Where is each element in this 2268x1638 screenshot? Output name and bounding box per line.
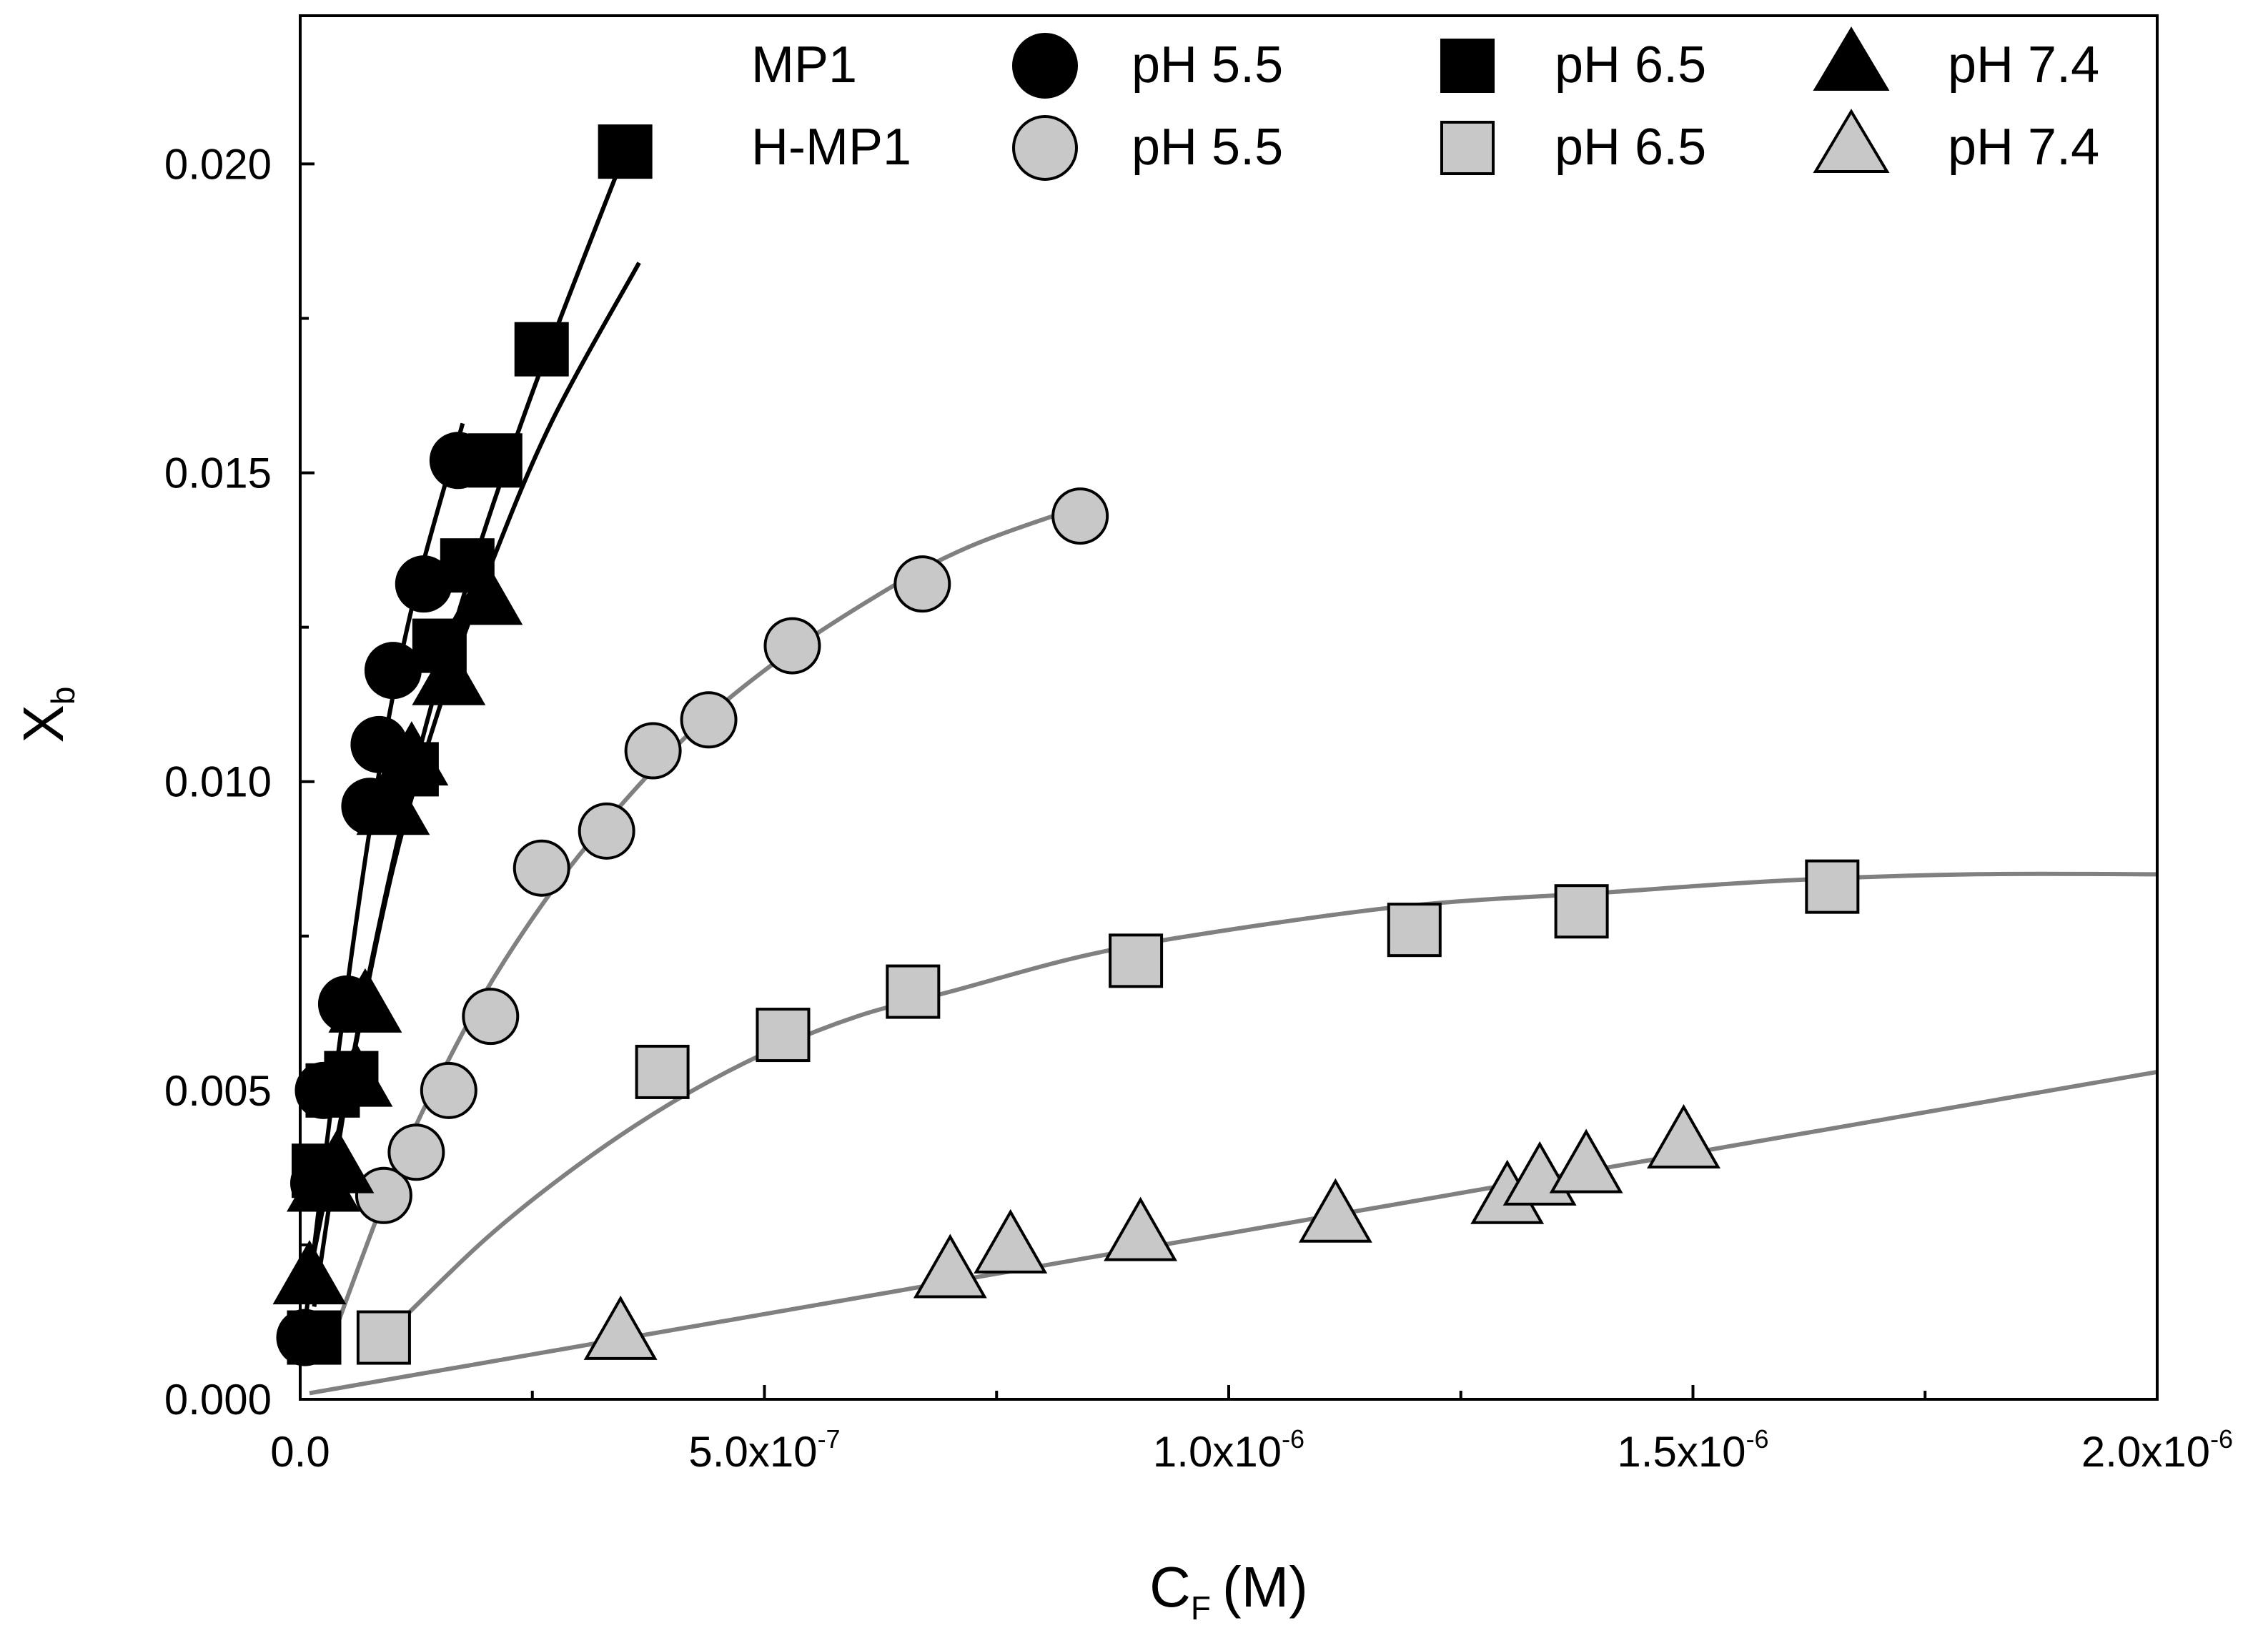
fit-line-h-mp1-ph-7-4 xyxy=(309,1069,2158,1396)
axis-ticks: 0.000 0.005 0.010 0.015 0.020 0.0 5.0x10-7 1.0x… xyxy=(164,140,2233,1476)
point-h-mp1-ph-7-4 xyxy=(974,1208,1048,1274)
x-axis-title-main: C xyxy=(1149,1555,1191,1619)
point-h-mp1-ph-5-5 xyxy=(355,1166,412,1224)
point-h-mp1-ph-7-4 xyxy=(583,1295,658,1360)
point-h-mp1-ph-6-5 xyxy=(1805,859,1860,914)
point-mp1-ph-7-4 xyxy=(412,640,486,705)
point-mp1-ph-5-5 xyxy=(364,642,422,700)
point-h-mp1-ph-5-5 xyxy=(578,802,635,860)
legend-label-hmp1-ph74: pH 7.4 xyxy=(1948,119,2099,176)
point-h-mp1-ph-7-4 xyxy=(1298,1178,1372,1243)
point-h-mp1-ph-5-5 xyxy=(763,617,821,675)
legend-row-label-mp1: MP1 xyxy=(751,36,857,94)
x-tick-label: 1.0x10-6 xyxy=(1153,1424,1304,1476)
x-axis-title: CF (M) xyxy=(1149,1555,1308,1627)
point-h-mp1-ph-7-4 xyxy=(1104,1196,1178,1261)
point-h-mp1-ph-7-4 xyxy=(913,1234,987,1299)
x-tick-label: 1.5x10-6 xyxy=(1617,1424,1768,1476)
point-h-mp1-ph-6-5 xyxy=(756,1008,811,1063)
point-h-mp1-ph-5-5 xyxy=(387,1123,445,1181)
point-mp1-ph-6-5 xyxy=(287,1310,342,1365)
x-axis-title-sub: F xyxy=(1191,1589,1211,1627)
point-h-mp1-ph-5-5 xyxy=(893,555,951,613)
y-tick-label: 0.000 xyxy=(164,1376,272,1424)
x-tick-label: 5.0x10-7 xyxy=(688,1424,840,1476)
point-mp1-ph-7-4 xyxy=(300,1128,375,1193)
point-h-mp1-ph-6-5 xyxy=(635,1044,690,1099)
point-h-mp1-ph-6-5 xyxy=(1109,933,1164,988)
point-mp1-ph-7-4 xyxy=(356,770,430,835)
point-h-mp1-ph-5-5 xyxy=(1051,487,1109,545)
point-mp1-ph-6-5 xyxy=(514,322,569,377)
point-mp1-ph-7-4 xyxy=(449,560,523,625)
legend-label-mp1-ph55: pH 5.5 xyxy=(1131,36,1283,94)
point-h-mp1-ph-5-5 xyxy=(512,839,570,897)
y-axis-title-sub: b xyxy=(44,687,81,705)
plot-frame xyxy=(299,14,2159,1401)
fit-curves xyxy=(302,163,2158,1396)
legend-marker-hmp1-ph65 xyxy=(1440,121,1495,175)
point-h-mp1-ph-6-5 xyxy=(1554,884,1609,939)
legend-label-hmp1-ph55: pH 5.5 xyxy=(1131,119,1283,176)
legend: MP1 H-MP1 pH 5.5 pH 6.5 pH 7.4 pH 5.5 pH… xyxy=(751,26,2099,181)
data-points xyxy=(272,124,1860,1366)
fit-line-h-mp1-ph-6-5 xyxy=(382,871,2158,1339)
legend-marker-mp1-ph55 xyxy=(1012,33,1078,99)
point-mp1-ph-7-4 xyxy=(272,1240,347,1305)
legend-marker-mp1-ph74 xyxy=(1813,26,1890,91)
point-h-mp1-ph-7-4 xyxy=(1549,1128,1623,1193)
point-mp1-ph-6-5 xyxy=(598,124,653,179)
x-tick-label: 0.0 xyxy=(270,1428,330,1476)
point-h-mp1-ph-5-5 xyxy=(462,988,520,1046)
point-h-mp1-ph-6-5 xyxy=(886,964,941,1019)
legend-label-mp1-ph74: pH 7.4 xyxy=(1948,36,2099,94)
x-tick-label: 2.0x10-6 xyxy=(2081,1424,2233,1476)
y-axis-title: Xb xyxy=(11,687,81,743)
point-h-mp1-ph-5-5 xyxy=(624,722,682,780)
point-h-mp1-ph-6-5 xyxy=(356,1310,411,1365)
y-tick-label: 0.010 xyxy=(164,758,272,806)
legend-marker-mp1-ph65 xyxy=(1440,39,1495,93)
x-axis-title-unit: (M) xyxy=(1222,1555,1308,1619)
y-axis-title-main: X xyxy=(11,705,75,743)
y-tick-label: 0.015 xyxy=(164,450,272,497)
legend-label-mp1-ph65: pH 6.5 xyxy=(1555,36,1706,94)
point-h-mp1-ph-7-4 xyxy=(1647,1103,1720,1168)
legend-row-label-hmp1: H-MP1 xyxy=(751,119,911,176)
y-tick-label: 0.005 xyxy=(164,1067,272,1115)
y-tick-label: 0.020 xyxy=(164,140,272,188)
point-h-mp1-ph-5-5 xyxy=(420,1061,477,1119)
fit-line-mp1-ph-7-4 xyxy=(307,262,641,1276)
point-h-mp1-ph-5-5 xyxy=(680,691,738,749)
svg-text:Xb: Xb xyxy=(11,687,81,743)
legend-label-hmp1-ph65: pH 6.5 xyxy=(1555,119,1706,176)
legend-marker-hmp1-ph74 xyxy=(1813,109,1890,173)
point-mp1-ph-7-4 xyxy=(328,968,402,1033)
legend-marker-hmp1-ph55 xyxy=(1012,115,1078,181)
point-h-mp1-ph-6-5 xyxy=(1387,903,1442,958)
point-mp1-ph-7-4 xyxy=(319,1042,393,1107)
point-mp1-ph-6-5 xyxy=(467,433,523,488)
point-mp1-ph-7-4 xyxy=(375,721,449,786)
